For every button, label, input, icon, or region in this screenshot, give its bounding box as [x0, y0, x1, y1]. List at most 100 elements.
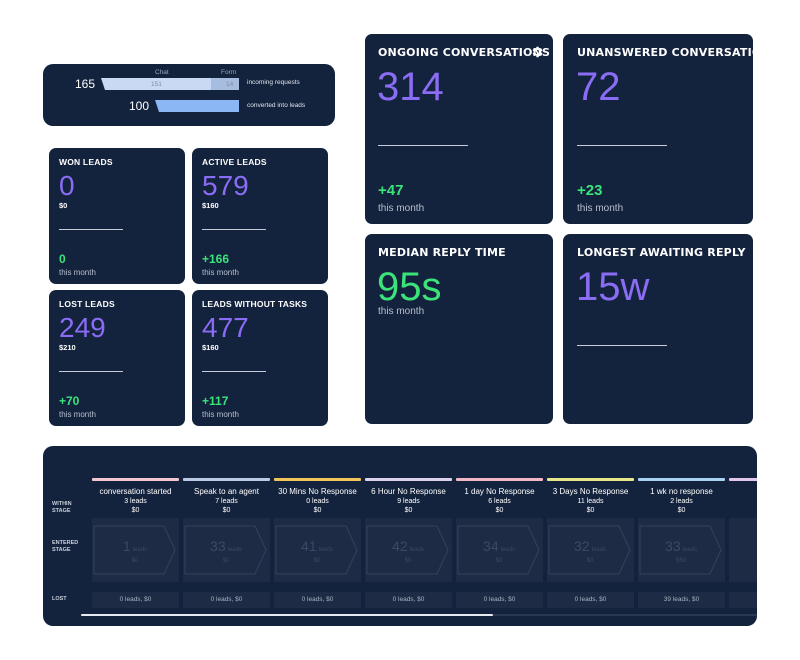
- lost-leads-card[interactable]: LOST LEADS 249 $210 +70 this month: [49, 290, 185, 426]
- period-label: this month: [378, 306, 425, 317]
- stage-lost: 0 leads, $0: [365, 592, 452, 608]
- stage-lost: 0 leads, $0: [547, 592, 634, 608]
- form-value: 14: [226, 81, 234, 88]
- pipeline-stages-widget: WITHIN STAGE ENTERED STAGE LOST conversati…: [43, 446, 757, 626]
- period-label: this month: [59, 268, 96, 277]
- stage-body: [729, 518, 757, 582]
- stage-value: $0: [222, 507, 231, 514]
- longest-awaiting-reply-card[interactable]: LONGEST AWAITING REPLY 15w: [563, 234, 753, 424]
- entered-unit: leads: [592, 547, 606, 553]
- stage-name: 6 Hour No Response: [371, 487, 446, 496]
- stage-name: Speak to an agent: [194, 487, 259, 496]
- stage-body: [183, 518, 270, 582]
- chat-bar: [101, 78, 211, 90]
- stage-entered-arrow: 34 leads $0: [457, 525, 540, 575]
- divider: [378, 145, 468, 146]
- card-title: LOST LEADS: [59, 299, 115, 309]
- stage-entered-arrow: 1 leads $0: [93, 525, 176, 575]
- stage-leads-count: 11 leads: [577, 498, 604, 505]
- stage-color-bar: [547, 478, 634, 481]
- incoming-label: incoming requests: [247, 79, 300, 86]
- period-label: this month: [378, 203, 425, 214]
- stage-leads-count: 7 leads: [215, 498, 238, 505]
- stage-leads-count: 3 leads: [124, 498, 147, 505]
- stage-entered-value: $0: [587, 558, 594, 564]
- stage-color-bar: [638, 478, 725, 481]
- won-leads-card[interactable]: WON LEADS 0 $0 0 this month: [49, 148, 185, 284]
- ongoing-conversations-card[interactable]: ONGOING CONVERSATIONS 314 +47 this month: [365, 34, 553, 224]
- stage-name: 1 wk no response: [650, 487, 713, 496]
- longest-awaiting-reply-value: 15w: [576, 265, 650, 309]
- entered-unit: leads: [319, 547, 333, 553]
- stage-entered-count: 1 leads: [123, 538, 147, 554]
- entered-unit: leads: [683, 547, 697, 553]
- stage-entered-arrow: 32 leads $0: [548, 525, 631, 575]
- stage-leads-count: 0 leads: [306, 498, 329, 505]
- stage-body: [638, 518, 725, 582]
- entered-count: 1: [123, 538, 131, 554]
- card-title: UNANSWERED CONVERSATIOI: [577, 46, 753, 59]
- stage-entered-count: 33 leads: [665, 538, 697, 554]
- stage-leads-count: 6 leads: [488, 498, 511, 505]
- stage-entered-arrow: 41 leads $0: [275, 525, 358, 575]
- stage-lost: 0 leads, $0: [183, 592, 270, 608]
- card-title: LONGEST AWAITING REPLY: [577, 246, 746, 259]
- stage-body: [456, 518, 543, 582]
- period-label: this month: [202, 268, 239, 277]
- card-title: WON LEADS: [59, 157, 113, 167]
- converted-bar: [155, 100, 239, 112]
- entered-unit: leads: [228, 547, 242, 553]
- stage-entered-count: 33 leads: [210, 538, 242, 554]
- horizontal-scrollbar-thumb[interactable]: [81, 614, 493, 616]
- stage-entered-value: $50: [676, 558, 687, 564]
- lost-leads-amount: $210: [59, 343, 76, 352]
- arrow-shape: [184, 525, 267, 575]
- stage-lost: 39 leads, $0: [638, 592, 725, 608]
- divider: [577, 345, 667, 346]
- stage-entered-arrow: 33 leads $0: [184, 525, 267, 575]
- entered-count: 42: [392, 538, 408, 554]
- median-reply-time-value: 95s: [377, 265, 442, 309]
- arrow-shape: [548, 525, 631, 575]
- stage-name: 3 Days No Response: [552, 487, 629, 496]
- stage-color-bar: [365, 478, 452, 481]
- stage-entered-count: 32 leads: [574, 538, 606, 554]
- stage-value: $0: [677, 507, 686, 514]
- arrow-shape: [639, 525, 722, 575]
- stage-entered-count: 42 leads: [392, 538, 424, 554]
- stage-body: [365, 518, 452, 582]
- within-stage-label: WITHIN STAGE: [52, 501, 72, 514]
- stage-entered-count: 34 leads: [483, 538, 515, 554]
- stage-lost: 0 leads, $0: [92, 592, 179, 608]
- divider: [202, 371, 266, 372]
- stage-lost: [729, 592, 757, 608]
- stage-name: 1 day No Response: [464, 487, 535, 496]
- leads-without-tasks-value: 477: [202, 312, 249, 343]
- leads-without-tasks-delta: +117: [202, 394, 229, 408]
- period-label: this month: [59, 410, 96, 419]
- period-label: this month: [577, 203, 624, 214]
- converted-label: converted into leads: [247, 102, 306, 109]
- stage-name: 30 Mins No Response: [278, 487, 357, 496]
- entered-unit: leads: [501, 547, 515, 553]
- ongoing-delta: +47: [378, 182, 404, 199]
- card-title: MEDIAN REPLY TIME: [378, 246, 506, 259]
- stage-lost: 0 leads, $0: [274, 592, 361, 608]
- stage-leads-count: 2 leads: [670, 498, 693, 505]
- card-title: LEADS WITHOUT TASKS: [202, 299, 308, 309]
- stage-color-bar: [92, 478, 179, 481]
- card-title: ONGOING CONVERSATIONS: [378, 46, 551, 59]
- median-reply-time-card[interactable]: MEDIAN REPLY TIME 95s this month: [365, 234, 553, 424]
- unanswered-conversations-card[interactable]: UNANSWERED CONVERSATIOI 72 +23 this mont…: [563, 34, 753, 224]
- stage-color-bar: [456, 478, 543, 481]
- active-leads-delta: +166: [202, 252, 230, 266]
- stage-value: $0: [131, 507, 140, 514]
- gear-icon[interactable]: [530, 45, 544, 59]
- entered-unit: leads: [410, 547, 424, 553]
- chat-label: Chat: [155, 69, 169, 76]
- active-leads-card[interactable]: ACTIVE LEADS 579 $160 +166 this month: [192, 148, 328, 284]
- leads-without-tasks-card[interactable]: LEADS WITHOUT TASKS 477 $160 +117 this m…: [192, 290, 328, 426]
- divider: [202, 229, 266, 230]
- stage-entered-value: $0: [405, 558, 412, 564]
- unanswered-delta: +23: [577, 182, 603, 199]
